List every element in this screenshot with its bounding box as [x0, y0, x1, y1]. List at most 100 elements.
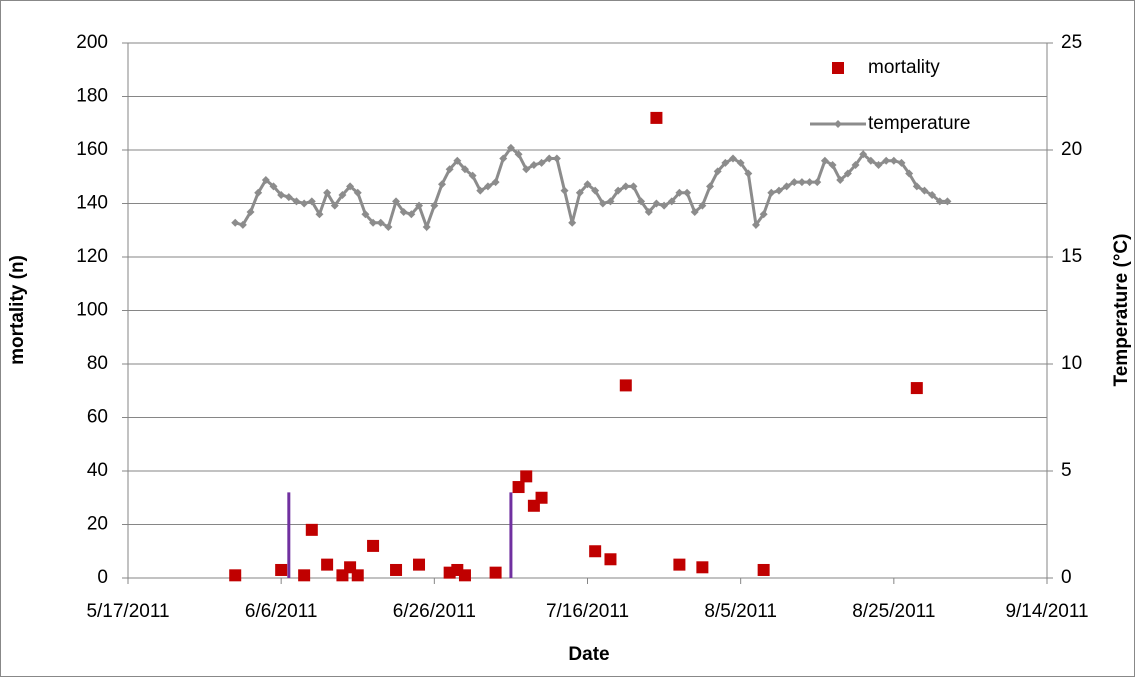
temperature-marker — [445, 165, 454, 174]
temperature-marker — [476, 186, 485, 195]
temperature-marker — [415, 201, 424, 210]
legend-label: mortality — [868, 57, 940, 78]
temperature-marker — [361, 210, 370, 219]
temperature-marker — [928, 190, 937, 199]
temperature-marker — [537, 158, 546, 167]
temperature-marker — [744, 169, 753, 178]
y-tick-label: 180 — [76, 86, 108, 107]
mortality-point — [275, 563, 288, 576]
legend-marker — [832, 62, 844, 74]
mortality-point — [910, 382, 923, 395]
y-axis-title: mortality (n) — [7, 255, 28, 365]
temperature-marker — [483, 182, 492, 191]
temperature-marker — [292, 197, 301, 206]
temperature-marker — [238, 220, 247, 229]
x-tick-label: 7/16/2011 — [546, 601, 629, 622]
mortality-point — [305, 523, 318, 536]
temperature-marker — [920, 186, 929, 195]
temperature-marker — [905, 169, 914, 178]
mortality-point — [458, 569, 471, 582]
temperature-marker — [568, 218, 577, 227]
temperature-marker — [460, 165, 469, 174]
mortality-point — [757, 563, 770, 576]
temperature-marker — [790, 178, 799, 187]
temperature-marker — [621, 182, 630, 191]
temperature-marker — [545, 154, 554, 163]
temperature-marker — [384, 223, 393, 232]
mortality-point — [650, 111, 663, 124]
y2-axis-title: Temperature (°C) — [1111, 234, 1132, 387]
y-tick-label: 160 — [76, 139, 108, 160]
y-tick-label: 0 — [97, 567, 108, 588]
mortality-point — [321, 558, 334, 571]
x-tick-label: 9/14/2011 — [1005, 601, 1088, 622]
temperature-marker — [943, 197, 952, 206]
temperature-marker — [514, 150, 523, 159]
temperature-marker — [598, 199, 607, 208]
mortality-point — [535, 491, 548, 504]
temperature-marker — [506, 143, 515, 152]
temperature-marker — [353, 188, 362, 197]
y-tick-label: 60 — [87, 407, 108, 428]
temperature-marker — [889, 156, 898, 165]
temperature-marker — [843, 169, 852, 178]
temperature-marker — [284, 193, 293, 202]
temperature-marker — [882, 156, 891, 165]
temperature-marker — [897, 158, 906, 167]
temperature-marker — [851, 160, 860, 169]
y-tick-label: 140 — [76, 193, 108, 214]
temperature-marker — [300, 199, 309, 208]
temperature-marker — [637, 197, 646, 206]
temperature-marker — [346, 182, 355, 191]
x-axis-title: Date — [568, 644, 609, 665]
temperature-marker — [560, 186, 569, 195]
legend-label: temperature — [868, 113, 970, 134]
mortality-point — [589, 545, 602, 558]
y-tick-label: 100 — [76, 300, 108, 321]
temperature-marker — [675, 188, 684, 197]
mortality-point — [367, 539, 380, 552]
temperature-marker — [453, 156, 462, 165]
mortality-point — [351, 569, 364, 582]
temperature-marker — [575, 188, 584, 197]
mortality-point — [512, 481, 525, 494]
temperature-marker — [491, 178, 500, 187]
y2-tick-label: 15 — [1061, 246, 1082, 267]
y2-tick-label: 5 — [1061, 460, 1072, 481]
temperature-marker — [759, 210, 768, 219]
temperature-marker — [529, 160, 538, 169]
temperature-marker — [935, 197, 944, 206]
legend-marker — [834, 120, 842, 128]
temperature-marker — [338, 190, 347, 199]
temperature-marker — [307, 197, 316, 206]
temperature-marker — [859, 150, 868, 159]
y2-tick-label: 20 — [1061, 139, 1082, 160]
y-tick-label: 80 — [87, 353, 108, 374]
mortality-point — [229, 569, 242, 582]
temperature-marker — [866, 156, 875, 165]
mortality-point — [413, 558, 426, 571]
x-tick-label: 6/6/2011 — [245, 601, 318, 622]
temperature-marker — [499, 154, 508, 163]
y-tick-label: 40 — [87, 460, 108, 481]
mortality-point — [298, 569, 311, 582]
temperature-marker — [644, 208, 653, 217]
mortality-point — [604, 553, 617, 566]
temperature-marker — [667, 197, 676, 206]
temperature-marker — [269, 182, 278, 191]
y-tick-label: 120 — [76, 246, 108, 267]
temperature-marker — [660, 201, 669, 210]
temperature-marker — [614, 186, 623, 195]
temperature-marker — [583, 180, 592, 189]
temperature-marker — [392, 197, 401, 206]
temperature-marker — [277, 190, 286, 199]
temperature-marker — [912, 182, 921, 191]
mortality-point — [696, 561, 709, 574]
y2-tick-label: 25 — [1061, 32, 1082, 53]
x-tick-label: 5/17/2011 — [86, 601, 169, 622]
temperature-marker — [706, 182, 715, 191]
temperature-marker — [729, 154, 738, 163]
temperature-marker — [736, 158, 745, 167]
y2-tick-label: 10 — [1061, 353, 1082, 374]
